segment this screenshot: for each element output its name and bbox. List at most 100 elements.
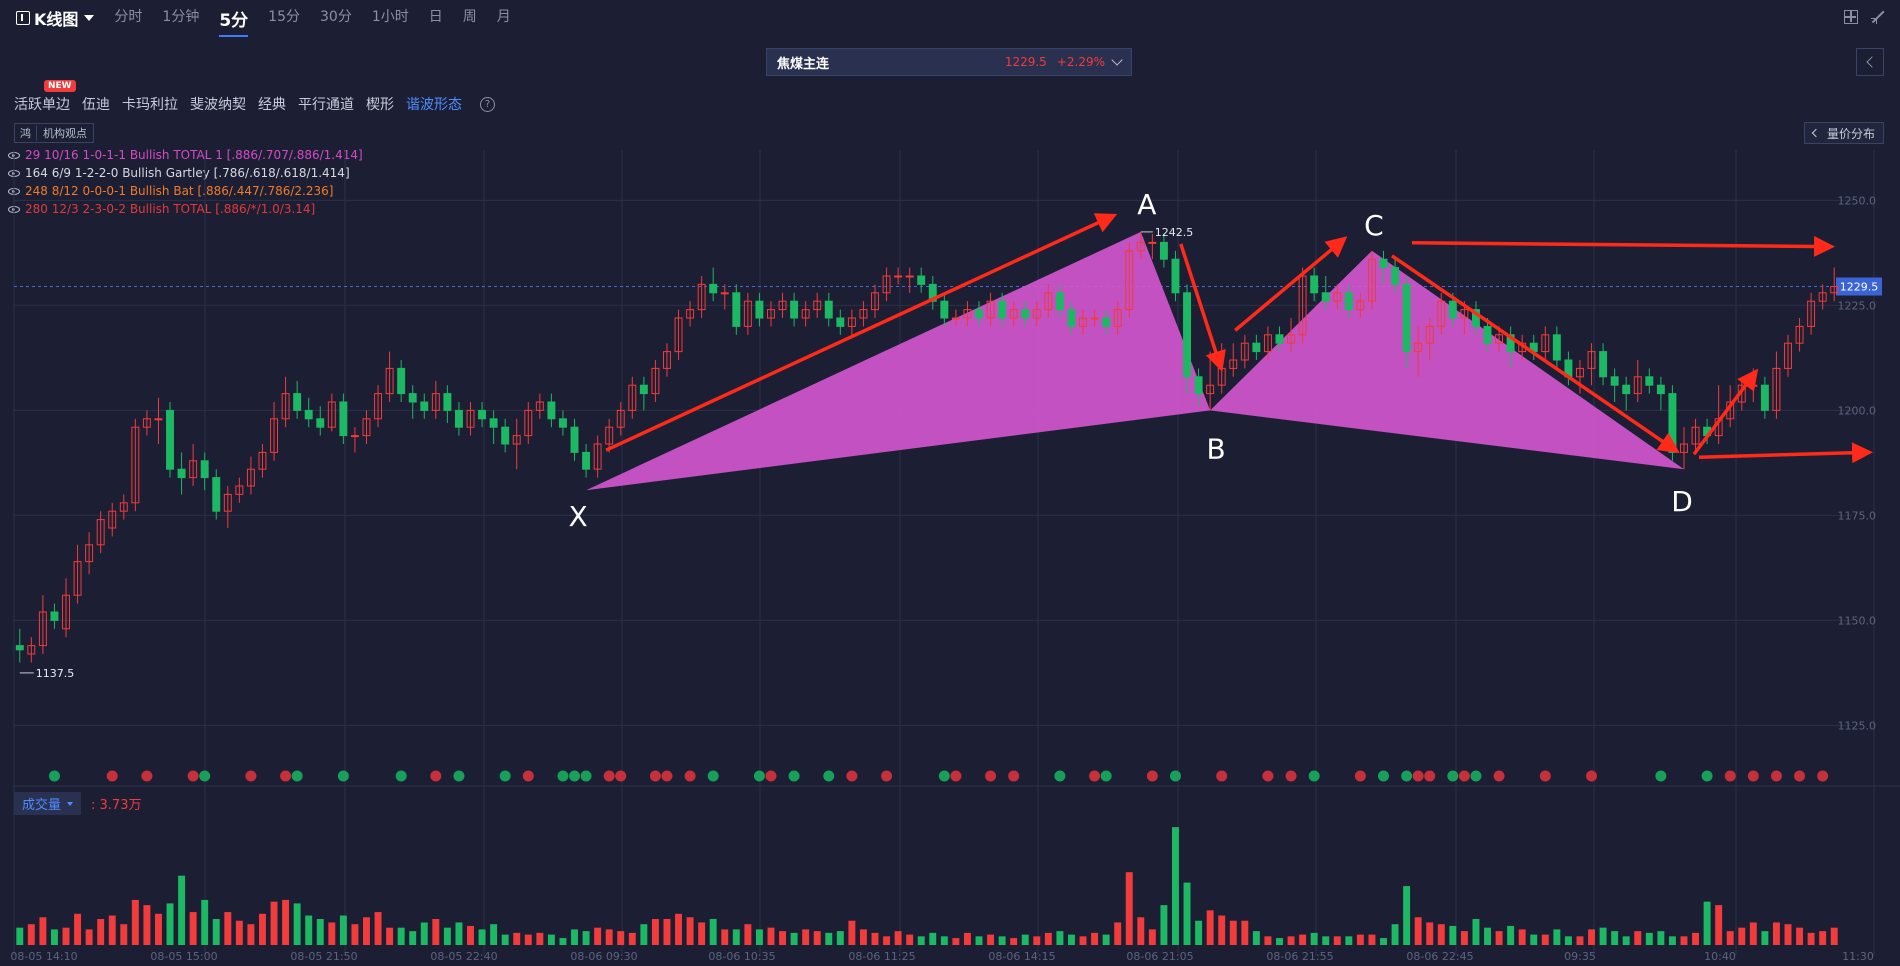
candle-body[interactable] [38,611,47,647]
candle-body[interactable] [975,309,983,319]
candle-body[interactable] [316,418,325,428]
candle-body[interactable] [743,300,752,327]
candle-body[interactable] [1356,300,1365,311]
candle-body[interactable] [1391,267,1400,285]
collapse-icon[interactable] [1870,10,1884,24]
signal-marker-icon[interactable] [1586,770,1598,782]
candle-body[interactable] [501,426,510,445]
candle-body[interactable] [1772,367,1781,411]
candle-body[interactable] [270,418,278,453]
signal-marker-icon[interactable] [1724,770,1736,782]
candle-body[interactable] [1541,334,1550,353]
candle-body[interactable] [258,451,267,470]
signal-marker-icon[interactable] [649,770,661,782]
candle-body[interactable] [1749,384,1758,387]
candle-body[interactable] [998,300,1007,319]
candle-body[interactable] [535,401,544,411]
period-tab-1[interactable]: 1分钟 [162,8,200,25]
candle-body[interactable] [142,418,151,428]
signal-marker-icon[interactable] [557,770,569,782]
candle-body[interactable] [212,477,221,512]
signal-marker-icon[interactable] [1458,770,1470,782]
signal-marker-icon[interactable] [1354,770,1366,782]
candle-body[interactable] [1414,342,1423,353]
candle-body[interactable] [732,292,741,327]
candle-body[interactable] [1102,317,1111,327]
signal-marker-icon[interactable] [1378,770,1389,782]
candle-body[interactable] [1784,342,1792,369]
candle-body[interactable] [917,275,926,285]
period-tab-0[interactable]: 分时 [114,8,143,25]
candle-body[interactable] [1402,283,1411,353]
signal-marker-icon[interactable] [1539,770,1551,782]
candle-body[interactable] [824,300,833,319]
signal-marker-icon[interactable] [1285,770,1297,782]
candle-body[interactable] [1460,309,1469,319]
signal-marker-icon[interactable] [846,770,858,782]
candle-body[interactable] [1125,250,1134,311]
candle-body[interactable] [963,309,972,319]
candle-body[interactable] [639,384,648,395]
candle-body[interactable] [558,418,567,428]
signal-marker-icon[interactable] [1655,770,1667,782]
signal-marker-icon[interactable] [106,770,118,782]
candle-body[interactable] [905,275,914,278]
candle-body[interactable] [1437,300,1446,327]
institution-view-button[interactable]: 鸿 机构观点 [14,123,94,143]
candle-body[interactable] [1229,359,1238,369]
signal-marker-icon[interactable] [187,770,199,782]
signal-marker-icon[interactable] [881,770,893,782]
candle-body[interactable] [1252,342,1261,353]
candle-body[interactable] [385,367,394,395]
candle-body[interactable] [466,409,475,428]
candle-body[interactable] [420,401,429,411]
candle-body[interactable] [1506,334,1515,353]
candle-body[interactable] [686,309,695,319]
signal-marker-icon[interactable] [245,770,257,782]
signal-marker-icon[interactable] [1794,770,1806,782]
candle-body[interactable] [1079,317,1087,327]
candle-body[interactable] [431,393,440,411]
signal-marker-icon[interactable] [1747,770,1759,782]
signal-marker-icon[interactable] [603,770,615,782]
signal-marker-icon[interactable] [1054,770,1066,782]
signal-marker-icon[interactable] [684,770,696,782]
candle-body[interactable] [1333,292,1342,302]
signal-marker-icon[interactable] [453,770,465,782]
candle-body[interactable] [1576,367,1584,378]
candle-body[interactable] [1425,325,1434,344]
candle-body[interactable] [859,309,868,319]
candle-body[interactable] [882,275,891,294]
candle-body[interactable] [15,645,24,651]
candle-body[interactable] [582,451,591,470]
candle-body[interactable] [1495,334,1504,344]
candle-body[interactable] [928,283,937,302]
candle-body[interactable] [755,300,764,319]
candle-body[interactable] [1818,292,1827,302]
signal-marker-icon[interactable] [280,770,292,782]
tool-3[interactable]: 斐波纳契 [190,94,246,114]
candle-body[interactable] [304,409,313,420]
candle-body[interactable] [570,426,579,453]
candle-body[interactable] [1183,292,1191,378]
candle-body[interactable] [628,384,637,411]
candle-body[interactable] [767,309,775,319]
candle-body[interactable] [871,292,879,311]
signal-marker-icon[interactable] [1447,770,1459,782]
candle-body[interactable] [235,485,244,495]
period-tab-5[interactable]: 1小时 [371,8,409,25]
candle-body[interactable] [154,418,163,421]
signal-marker-icon[interactable] [985,770,997,782]
grid-layout-icon[interactable] [1844,10,1858,24]
candle-body[interactable] [327,401,336,428]
candle-body[interactable] [1032,309,1041,319]
candle-body[interactable] [397,367,406,395]
candle-body[interactable] [1310,275,1319,294]
tool-7[interactable]: 谐波形态 [406,94,462,114]
period-tab-7[interactable]: 周 [462,8,477,25]
candle-body[interactable] [1171,258,1180,294]
candle-body[interactable] [189,460,198,479]
signal-marker-icon[interactable] [1770,770,1782,782]
period-tab-4[interactable]: 30分 [320,8,352,25]
